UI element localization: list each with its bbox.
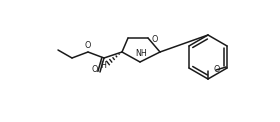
Text: H: H [100,61,106,70]
Text: O: O [214,66,220,75]
Text: O: O [92,65,98,73]
Text: NH: NH [135,49,147,57]
Text: O: O [85,41,91,51]
Text: O: O [152,36,158,45]
